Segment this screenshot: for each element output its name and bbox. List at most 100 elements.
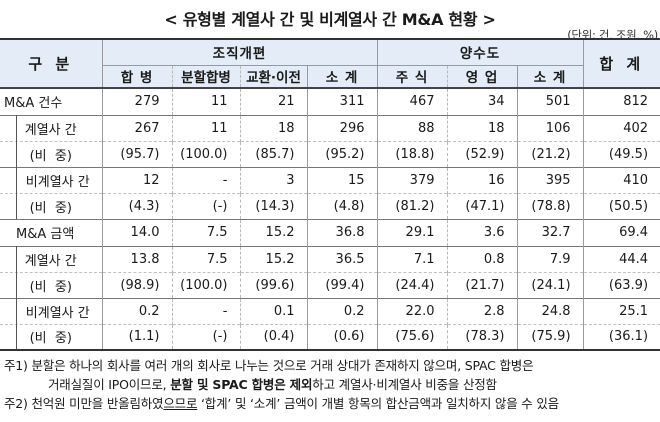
row-label: 비계열사 간 <box>0 297 103 324</box>
cell: 25.1 <box>583 297 660 324</box>
row-label: (비 중) <box>0 323 103 351</box>
cell: (50.5) <box>583 192 660 219</box>
cell: (99.6) <box>240 271 308 298</box>
cell: 36.5 <box>307 245 378 272</box>
cell: 311 <box>307 87 378 115</box>
footnote-text: 하고 계열사·비계열사 비중을 산정함 <box>312 377 497 392</box>
cell: 0.8 <box>447 245 518 272</box>
cell: 13.8 <box>102 245 173 272</box>
footnote-text: 주2) 천억원 미만을 반올림하였 <box>4 396 164 411</box>
cell: (75.9) <box>517 323 584 351</box>
footnote-underlined-text: 으므로 <box>163 396 198 411</box>
cell: 14.0 <box>102 218 173 246</box>
cell: 106 <box>517 114 584 141</box>
cell: 15.2 <box>240 218 308 246</box>
cell: (47.1) <box>447 192 518 219</box>
row-label: (비 중) <box>0 192 103 219</box>
row-label: 계열사 간 <box>0 245 103 272</box>
header-merger: 합 병 <box>102 64 173 89</box>
cell: (85.7) <box>240 140 308 167</box>
header-category: 구 분 <box>0 38 103 89</box>
cell: 34 <box>447 87 518 115</box>
cell: 32.7 <box>517 218 584 246</box>
table-row: (비 중) (4.3) (-) (14.3) (4.8) (81.2) (47.… <box>0 192 660 219</box>
cell: 18 <box>447 114 518 141</box>
cell: 44.4 <box>583 245 660 272</box>
cell: (95.7) <box>102 140 173 167</box>
cell: - <box>172 166 241 193</box>
ma-status-table: 구 분 조직개편 양수도 합 계 합 병 분할합병 교환·이전 소 계 주 식 … <box>0 38 660 351</box>
cell: 21 <box>240 87 308 115</box>
row-label: (비 중) <box>0 140 103 167</box>
cell: 29.1 <box>377 218 448 246</box>
cell: (98.9) <box>102 271 173 298</box>
header-group-transfer: 양수도 <box>377 38 584 65</box>
cell: (99.4) <box>307 271 378 298</box>
cell: 501 <box>517 87 584 115</box>
cell: (75.6) <box>377 323 448 351</box>
cell: 296 <box>307 114 378 141</box>
cell: (63.9) <box>583 271 660 298</box>
cell: (-) <box>172 323 241 351</box>
header-split-merger: 분할합병 <box>172 64 241 89</box>
table-row: M&A 건수 279 11 21 311 467 34 501 812 <box>0 87 660 115</box>
cell: 267 <box>102 114 173 141</box>
cell: 2.8 <box>447 297 518 324</box>
cell: 11 <box>172 114 241 141</box>
table-row: 계열사 간 13.8 7.5 15.2 36.5 7.1 0.8 7.9 44.… <box>0 245 660 272</box>
cell: 467 <box>377 87 448 115</box>
cell: 3 <box>240 166 308 193</box>
cell: (81.2) <box>377 192 448 219</box>
cell: (4.3) <box>102 192 173 219</box>
table-row: 계열사 간 267 11 18 296 88 18 106 402 <box>0 114 660 141</box>
footnotes: 주1) 분할은 하나의 회사를 여러 개의 회사로 나누는 것으로 거래 상대가… <box>4 356 660 413</box>
cell: (100.0) <box>172 140 241 167</box>
cell: 0.2 <box>307 297 378 324</box>
footnote-text: ‘합계’ 및 ‘소계’ 금액이 개별 항목의 합산금액과 일치하지 않을 수 있… <box>197 396 559 411</box>
cell: 18 <box>240 114 308 141</box>
cell: (0.4) <box>240 323 308 351</box>
footnote-bold-text: 분할 및 SPAC 합병은 제외 <box>170 377 313 392</box>
header-exchange-transfer: 교환·이전 <box>240 64 308 89</box>
row-label: M&A 금액 <box>0 218 103 246</box>
header-stock: 주 식 <box>377 64 448 89</box>
cell: 22.0 <box>377 297 448 324</box>
cell: (49.5) <box>583 140 660 167</box>
cell: 3.6 <box>447 218 518 246</box>
cell: 15 <box>307 166 378 193</box>
footnote-1-continuation: 거래실질이 IPO이므로, 분할 및 SPAC 합병은 제외하고 계열사·비계열… <box>4 375 660 394</box>
row-label: 비계열사 간 <box>0 166 103 193</box>
table-row: (비 중) (98.9) (100.0) (99.6) (99.4) (24.4… <box>0 271 660 298</box>
cell: (21.2) <box>517 140 584 167</box>
table-row: 비계열사 간 12 - 3 15 379 16 395 410 <box>0 166 660 193</box>
cell: 15.2 <box>240 245 308 272</box>
cell: 7.9 <box>517 245 584 272</box>
footnote-2: 주2) 천억원 미만을 반올림하였으므로 ‘합계’ 및 ‘소계’ 금액이 개별 … <box>4 394 660 413</box>
cell: 812 <box>583 87 660 115</box>
cell: (0.6) <box>307 323 378 351</box>
header-total: 합 계 <box>583 38 660 89</box>
cell: 410 <box>583 166 660 193</box>
header-subtotal-2: 소 계 <box>517 64 584 89</box>
footnote-text: 거래실질이 IPO이므로, <box>48 377 171 392</box>
header-group-reorganization: 조직개편 <box>102 38 378 65</box>
footnote-1: 주1) 분할은 하나의 회사를 여러 개의 회사로 나누는 것으로 거래 상대가… <box>4 358 534 373</box>
cell: (78.3) <box>447 323 518 351</box>
cell: 379 <box>377 166 448 193</box>
cell: (36.1) <box>583 323 660 351</box>
header-subtotal-1: 소 계 <box>307 64 378 89</box>
cell: 279 <box>102 87 173 115</box>
cell: 7.5 <box>172 218 241 246</box>
cell: (100.0) <box>172 271 241 298</box>
cell: 88 <box>377 114 448 141</box>
cell: (78.8) <box>517 192 584 219</box>
cell: (24.1) <box>517 271 584 298</box>
cell: (52.9) <box>447 140 518 167</box>
cell: 7.1 <box>377 245 448 272</box>
cell: 7.5 <box>172 245 241 272</box>
cell: 16 <box>447 166 518 193</box>
cell: (24.4) <box>377 271 448 298</box>
table-row: 비계열사 간 0.2 - 0.1 0.2 22.0 2.8 24.8 25.1 <box>0 297 660 324</box>
cell: (-) <box>172 192 241 219</box>
row-label: M&A 건수 <box>0 87 103 115</box>
